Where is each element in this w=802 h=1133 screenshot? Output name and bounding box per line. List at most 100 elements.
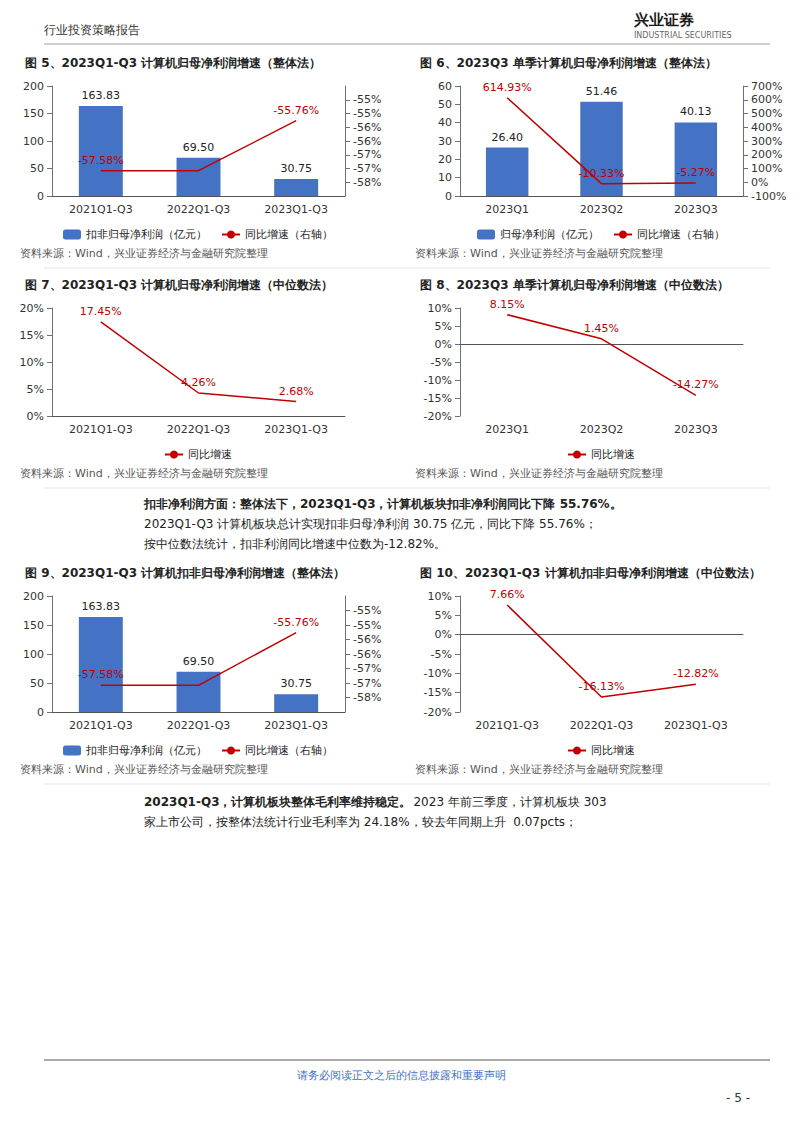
svg-text:兴业证券: 兴业证券 xyxy=(633,11,694,29)
svg-text:2023Q1-Q3: 2023Q1-Q3 xyxy=(264,423,328,436)
svg-text:2023Q3: 2023Q3 xyxy=(674,423,718,436)
svg-text:-14.27%: -14.27% xyxy=(673,378,719,391)
svg-text:-56%: -56% xyxy=(353,135,381,148)
svg-text:2023Q2: 2023Q2 xyxy=(580,203,624,216)
svg-text:2023Q2: 2023Q2 xyxy=(580,423,624,436)
svg-text:扣非净利润方面：整体法下，2023Q1-Q3，计算机板块扣非: 扣非净利润方面：整体法下，2023Q1-Q3，计算机板块扣非净利润同比下降 55… xyxy=(143,497,622,511)
svg-text:同比增速: 同比增速 xyxy=(188,448,232,461)
svg-text:69.50: 69.50 xyxy=(183,141,215,154)
svg-text:按中位数法统计，扣非利润同比增速中位数为-12.82%。: 按中位数法统计，扣非利润同比增速中位数为-12.82%。 xyxy=(144,537,446,551)
svg-text:30: 30 xyxy=(438,135,452,148)
svg-text:0%: 0% xyxy=(435,338,452,351)
svg-text:1.45%: 1.45% xyxy=(584,322,619,335)
svg-text:100: 100 xyxy=(23,135,44,148)
svg-text:资料来源：Wind，兴业证券经济与金融研究院整理: 资料来源：Wind，兴业证券经济与金融研究院整理 xyxy=(415,763,663,776)
svg-text:0%: 0% xyxy=(751,176,768,189)
svg-text:-55.76%: -55.76% xyxy=(273,616,319,629)
svg-text:图 9、2023Q1-Q3 计算机扣非归母净利润增速（整体法: 图 9、2023Q1-Q3 计算机扣非归母净利润增速（整体法） xyxy=(25,566,345,580)
svg-text:2023Q1-Q3: 2023Q1-Q3 xyxy=(264,203,328,216)
svg-text:资料来源：Wind，兴业证券经济与金融研究院整理: 资料来源：Wind，兴业证券经济与金融研究院整理 xyxy=(20,763,268,776)
svg-text:5%: 5% xyxy=(435,609,452,622)
svg-text:同比增速（右轴）: 同比增速（右轴） xyxy=(245,228,333,241)
svg-text:2023Q1-Q3: 2023Q1-Q3 xyxy=(264,719,328,732)
svg-text:2022Q1-Q3: 2022Q1-Q3 xyxy=(570,719,634,732)
svg-text:200: 200 xyxy=(23,590,44,603)
svg-text:-55%: -55% xyxy=(353,93,381,106)
svg-text:同比增速: 同比增速 xyxy=(591,448,635,461)
svg-text:2023Q1-Q3，计算机板块整体毛利率维持稳定。: 2023Q1-Q3，计算机板块整体毛利率维持稳定。 xyxy=(144,795,411,809)
svg-text:4.26%: 4.26% xyxy=(181,376,216,389)
svg-text:家上市公司，按整体法统计行业毛利率为 24.18%，较去年同: 家上市公司，按整体法统计行业毛利率为 24.18%，较去年同期上升 0.07pc… xyxy=(144,815,577,829)
svg-text:-15%: -15% xyxy=(424,392,452,405)
svg-text:-100%: -100% xyxy=(751,190,786,203)
svg-text:资料来源：Wind，兴业证券经济与金融研究院整理: 资料来源：Wind，兴业证券经济与金融研究院整理 xyxy=(415,247,663,260)
svg-text:-10%: -10% xyxy=(424,667,452,680)
svg-text:-20%: -20% xyxy=(424,706,452,719)
svg-text:行业投资策略报告: 行业投资策略报告 xyxy=(44,23,140,37)
svg-text:17.45%: 17.45% xyxy=(80,305,122,318)
svg-text:163.83: 163.83 xyxy=(82,600,121,613)
svg-text:200%: 200% xyxy=(751,148,782,161)
svg-text:请务必阅读正文之后的信息披露和重要声明: 请务必阅读正文之后的信息披露和重要声明 xyxy=(297,1069,506,1082)
svg-text:同比增速（右轴）: 同比增速（右轴） xyxy=(245,744,333,757)
svg-text:30.75: 30.75 xyxy=(280,162,312,175)
svg-text:-56%: -56% xyxy=(353,648,381,661)
svg-text:2022Q1-Q3: 2022Q1-Q3 xyxy=(167,203,231,216)
svg-text:10%: 10% xyxy=(428,302,452,315)
svg-text:2.68%: 2.68% xyxy=(279,385,314,398)
svg-text:-57.58%: -57.58% xyxy=(78,668,124,681)
svg-text:30.75: 30.75 xyxy=(280,677,312,690)
svg-text:40: 40 xyxy=(438,116,452,129)
svg-text:2023Q1: 2023Q1 xyxy=(485,203,529,216)
svg-text:扣非归母净利润（亿元）: 扣非归母净利润（亿元） xyxy=(85,228,207,241)
svg-text:600%: 600% xyxy=(751,93,782,106)
svg-text:5%: 5% xyxy=(27,383,44,396)
svg-text:7.66%: 7.66% xyxy=(490,588,525,601)
svg-text:15%: 15% xyxy=(20,329,44,342)
svg-text:-56%: -56% xyxy=(353,633,381,646)
svg-text:10%: 10% xyxy=(20,356,44,369)
svg-text:2023Q1: 2023Q1 xyxy=(485,423,529,436)
svg-text:-5.27%: -5.27% xyxy=(676,166,715,179)
svg-text:-58%: -58% xyxy=(353,691,381,704)
svg-text:51.46: 51.46 xyxy=(586,85,618,98)
svg-text:归母净利润（亿元）: 归母净利润（亿元） xyxy=(500,228,599,241)
svg-text:-57%: -57% xyxy=(353,677,381,690)
svg-text:700%: 700% xyxy=(751,80,782,93)
svg-text:50: 50 xyxy=(30,162,44,175)
svg-text:-5%: -5% xyxy=(431,648,452,661)
svg-text:50: 50 xyxy=(438,98,452,111)
svg-text:资料来源：Wind，兴业证券经济与金融研究院整理: 资料来源：Wind，兴业证券经济与金融研究院整理 xyxy=(20,247,268,260)
svg-text:0%: 0% xyxy=(435,628,452,641)
svg-text:8.15%: 8.15% xyxy=(490,298,525,311)
svg-text:150: 150 xyxy=(23,107,44,120)
svg-text:2021Q1-Q3: 2021Q1-Q3 xyxy=(69,423,133,436)
svg-text:资料来源：Wind，兴业证券经济与金融研究院整理: 资料来源：Wind，兴业证券经济与金融研究院整理 xyxy=(20,467,268,480)
svg-text:26.40: 26.40 xyxy=(491,131,523,144)
svg-text:2021Q1-Q3: 2021Q1-Q3 xyxy=(69,203,133,216)
svg-text:-16.13%: -16.13% xyxy=(579,680,625,693)
svg-text:2021Q1-Q3: 2021Q1-Q3 xyxy=(475,719,539,732)
svg-text:图 5、2023Q1-Q3 计算机归母净利润增速（整体法）: 图 5、2023Q1-Q3 计算机归母净利润增速（整体法） xyxy=(25,56,321,70)
svg-text:-10.33%: -10.33% xyxy=(579,167,625,180)
svg-text:- 5 -: - 5 - xyxy=(726,1091,750,1105)
svg-text:-56%: -56% xyxy=(353,121,381,134)
svg-text:100%: 100% xyxy=(751,162,782,175)
svg-text:2023 年前三季度，计算机板块 303: 2023 年前三季度，计算机板块 303 xyxy=(413,795,606,809)
svg-text:-55.76%: -55.76% xyxy=(273,104,319,117)
svg-text:-57%: -57% xyxy=(353,662,381,675)
svg-text:-20%: -20% xyxy=(424,410,452,423)
svg-text:10: 10 xyxy=(438,171,452,184)
svg-text:20%: 20% xyxy=(20,302,44,315)
svg-text:2023Q1-Q3 计算机板块总计实现扣非归母净利润 30.: 2023Q1-Q3 计算机板块总计实现扣非归母净利润 30.75 亿元，同比下降… xyxy=(144,517,597,531)
svg-text:图 6、2023Q3 单季计算机归母净利润增速（整体法）: 图 6、2023Q3 单季计算机归母净利润增速（整体法） xyxy=(420,56,717,70)
svg-text:0: 0 xyxy=(445,190,452,203)
svg-text:-5%: -5% xyxy=(431,356,452,369)
svg-text:40.13: 40.13 xyxy=(680,105,712,118)
svg-text:150: 150 xyxy=(23,619,44,632)
svg-text:300%: 300% xyxy=(751,135,782,148)
svg-text:-55%: -55% xyxy=(353,107,381,120)
svg-text:614.93%: 614.93% xyxy=(483,81,532,94)
svg-text:-15%: -15% xyxy=(424,686,452,699)
svg-text:-58%: -58% xyxy=(353,176,381,189)
